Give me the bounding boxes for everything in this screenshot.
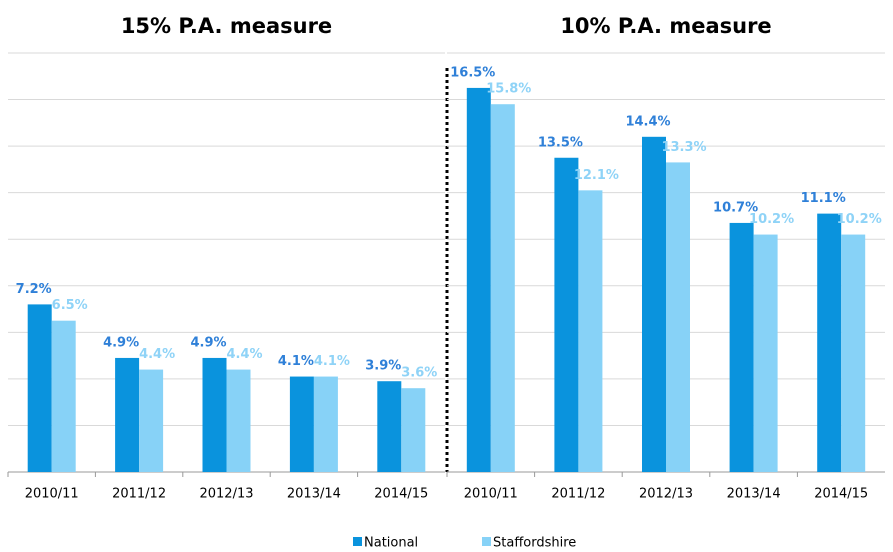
legend-swatch (353, 537, 362, 546)
chart-title: 15% P.A. measure (121, 14, 332, 38)
value-label: 12.1% (574, 168, 619, 183)
bar (466, 87, 491, 473)
bar (666, 162, 690, 472)
legend-swatch (482, 537, 491, 546)
x-tick-label: 2012/13 (639, 487, 693, 502)
bar (27, 304, 52, 472)
value-label: 4.1% (314, 354, 350, 369)
value-label: 4.9% (103, 335, 139, 350)
bar (578, 190, 603, 473)
bar (289, 376, 314, 472)
legend-label: National (364, 536, 418, 551)
bar (554, 157, 579, 472)
bar (313, 376, 338, 472)
value-label: 3.6% (401, 366, 437, 381)
bar (377, 381, 402, 472)
value-label: 6.5% (52, 298, 88, 313)
bar (51, 320, 76, 472)
bar (817, 213, 842, 472)
value-label: 10.7% (713, 200, 758, 215)
value-label: 4.9% (190, 335, 226, 350)
bar (401, 388, 426, 472)
bar (753, 234, 778, 472)
x-tick-label: 2014/15 (814, 487, 868, 502)
value-label: 4.4% (139, 347, 175, 362)
chart-title: 10% P.A. measure (560, 14, 771, 38)
x-tick-label: 2010/11 (464, 487, 518, 502)
value-label: 15.8% (486, 82, 531, 97)
bar (226, 369, 251, 472)
value-label: 7.2% (16, 282, 52, 297)
value-label: 10.2% (837, 212, 882, 227)
bar (139, 369, 164, 472)
x-tick-label: 2013/14 (727, 487, 781, 502)
value-label: 16.5% (450, 65, 495, 80)
bar (115, 357, 140, 472)
value-label: 13.5% (538, 135, 583, 150)
value-label: 10.2% (749, 212, 794, 227)
x-tick-label: 2010/11 (25, 487, 79, 502)
legend-label: Staffordshire (493, 536, 576, 551)
x-tick-label: 2012/13 (199, 487, 253, 502)
x-tick-label: 2014/15 (374, 487, 428, 502)
bar (202, 357, 227, 472)
x-tick-label: 2013/14 (287, 487, 341, 502)
value-label: 14.4% (625, 114, 670, 129)
value-label: 4.1% (278, 354, 314, 369)
bar (642, 136, 666, 473)
x-tick-label: 2011/12 (112, 487, 166, 502)
value-label: 11.1% (801, 191, 846, 206)
value-label: 3.9% (365, 359, 401, 374)
bar (490, 104, 515, 472)
bar (729, 222, 754, 472)
value-label: 4.4% (226, 347, 262, 362)
bar (841, 234, 866, 472)
value-label: 13.3% (661, 140, 706, 155)
x-tick-label: 2011/12 (551, 487, 605, 502)
